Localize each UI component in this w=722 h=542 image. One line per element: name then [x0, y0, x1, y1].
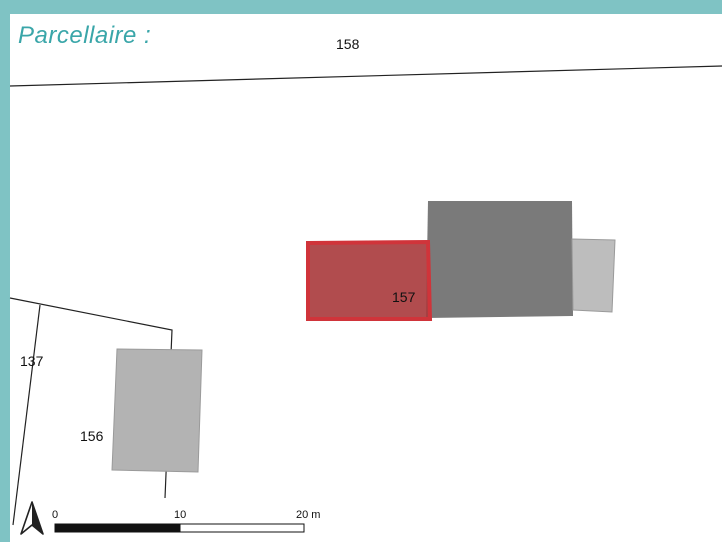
- frame-border-top: [0, 0, 722, 14]
- north-arrow-icon: [20, 501, 44, 535]
- scale-bar-segment-0-10: [54, 523, 181, 533]
- parcel-157-highlight: [306, 239, 433, 321]
- scale-label-20m: 20 m: [296, 509, 320, 521]
- parcel-label-157: 157: [392, 289, 416, 305]
- page-title: Parcellaire :: [18, 22, 152, 49]
- building-light-annex: [571, 238, 616, 313]
- parcel-boundary-137: [12, 304, 41, 526]
- frame-border-left: [0, 0, 10, 542]
- scale-bar: 0 10 20 m: [52, 509, 320, 533]
- parcel-label-158: 158: [336, 36, 360, 52]
- parcel-boundary-top: [9, 65, 722, 87]
- building-156: [111, 348, 203, 473]
- parcel-label-137: 137: [20, 353, 44, 369]
- scale-bar-segment-10-20: [179, 523, 305, 533]
- building-dark: [426, 201, 573, 318]
- parcel-label-156: 156: [80, 428, 104, 444]
- scale-label-10: 10: [174, 509, 186, 521]
- scale-label-0: 0: [52, 509, 58, 521]
